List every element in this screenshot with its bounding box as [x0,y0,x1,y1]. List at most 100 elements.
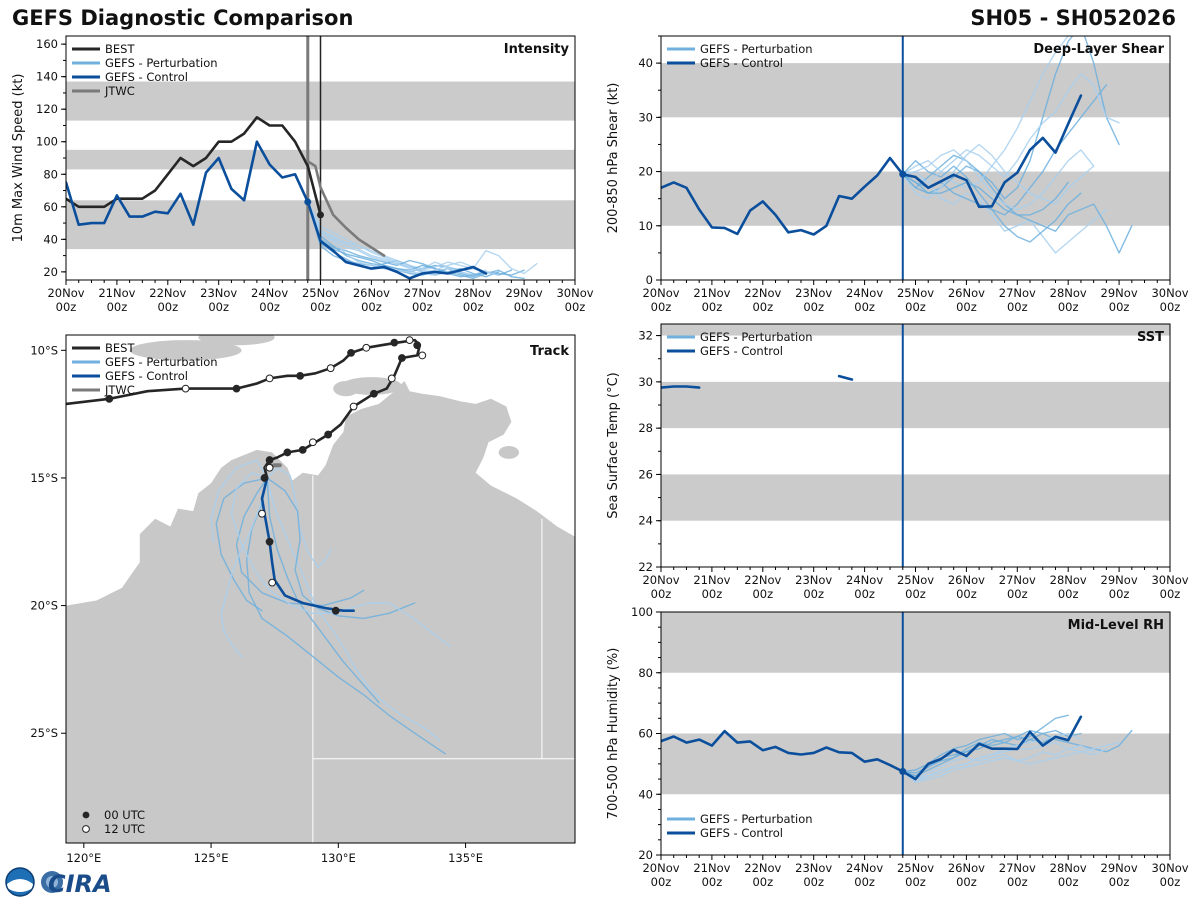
legend-label-pert: GEFS - Perturbation [105,56,218,70]
sst-frame [660,323,1171,568]
rh-xtick-label: 29Nov [1101,861,1138,875]
best-00utc-point [390,338,399,347]
track-pert-3 [266,467,332,568]
intensity-xtick-label: 00z [565,300,586,314]
intensity-ytick-label: 80 [43,167,58,181]
island-1 [333,380,359,397]
control-12utc-point [258,509,266,518]
best-12utc-point [349,402,358,411]
intensity-xtick-label: 00z [412,300,433,314]
track-pert-7 [220,477,268,658]
shear-control-init-point [899,170,907,178]
rh-plot-area [661,612,1170,855]
intensity-pert-9 [307,201,500,276]
best-00utc-point [324,430,333,439]
track-pert-4 [215,477,268,612]
shear-xtick-label: 00z [905,300,926,314]
intensity-xtick-label: 00z [208,300,229,314]
intensity-xtick-label: 00z [107,300,128,314]
island-8 [205,691,217,704]
sst-xtick-label: 26Nov [948,573,985,587]
control-12utc-point [268,578,277,587]
control-00utc-point [331,606,340,615]
intensity-ylabel: 10m Max Wind Speed (kt) [11,74,26,243]
shear-xtick-label: 23Nov [795,286,832,300]
shear-pert-8 [902,173,1069,216]
intensity-xtick-label: 00z [259,300,280,314]
legend-label-jtwc: JTWC [104,84,135,98]
shear-pert-9 [902,149,1095,211]
shear-xtick-label: 29Nov [1101,286,1138,300]
intensity-xtick-label: 22Nov [149,286,186,300]
best-12utc-point [181,384,190,393]
rh-band-0 [661,733,1170,795]
rh-xtick-label: 00z [905,875,926,889]
legend-label-pert: GEFS - Perturbation [105,355,218,369]
legend-label-control: GEFS - Control [700,56,783,70]
sst-xtick-label: 00z [803,587,824,601]
intensity-xtick-label: 26Nov [353,286,390,300]
track-pert-2 [235,477,365,607]
shear-xtick-label: 00z [803,300,824,314]
sst-ytick-label: 22 [638,560,653,574]
intensity-ytick-label: 160 [36,37,58,51]
track-pert-5 [210,459,268,543]
intensity-xtick-label: 25Nov [302,286,339,300]
best-12utc-point [405,336,414,345]
best-00utc-point [370,389,378,398]
intensity-ytick-label: 20 [43,265,58,279]
sst-ylabel: Sea Surface Temp (°C) [606,372,621,519]
intensity-xtick-label: 00z [463,300,484,314]
best-12utc-point [362,343,371,352]
rh-ytick-label: 40 [638,787,653,801]
shear-panel: Deep-Layer Shear 200-850 hPa Shear (kt) 0 1… [606,35,1189,314]
track-pert-6 [266,477,416,620]
sst-xtick-label: 00z [854,587,875,601]
track-panel: Track 120°E 125°E 130°E 135°E 10°S 15°S 20°S 25°… [30,334,576,865]
sst-ytick-label: 28 [638,421,653,435]
legend-label-00utc: 00 UTC [104,808,145,822]
shear-xtick-label: 00z [702,300,723,314]
intensity-pert-5 [307,201,474,276]
rh-ytick-label: 80 [638,666,653,680]
shear-ylabel: 200-850 hPa Shear (kt) [606,83,621,234]
sst-xtick-label: 28Nov [1050,573,1087,587]
sst-series-control-0 [661,385,701,389]
rh-xtick-label: 00z [651,875,672,889]
track-xtick-label: 120°E [66,851,101,865]
shear-band-1 [661,63,1170,118]
sst-plot-area [661,324,1170,567]
best-12utc-point [326,364,335,373]
rh-xtick-label: 25Nov [897,861,934,875]
sst-xtick-label: 00z [651,587,672,601]
sst-xtick-label: 29Nov [1101,573,1138,587]
legend-label-best: BEST [105,42,135,56]
shear-xtick-label: 21Nov [693,286,730,300]
best-12utc-point [308,438,317,447]
storm-id: SH05 - SH052026 [970,6,1176,30]
cira-logo-icon [41,871,63,893]
sst-xtick-label: 23Nov [795,573,832,587]
shear-plot-area [661,36,1170,280]
shear-xtick-label: 00z [1160,300,1181,314]
intensity-ytick-label: 60 [43,200,58,214]
sst-title: SST [1137,330,1164,345]
sst-xtick-label: 00z [1007,587,1028,601]
rh-xtick-label: 28Nov [1050,861,1087,875]
best-00utc-point [398,354,406,362]
noaa-logo-icon [5,867,35,897]
intensity-title: Intensity [504,42,570,57]
rh-pert-7 [902,732,1082,780]
rh-ytick-label: 100 [631,605,653,619]
shear-ytick-label: 20 [638,165,653,179]
intensity-xtick-label: 00z [310,300,331,314]
intensity-xtick-label: 00z [56,300,77,314]
best-00utc-point [347,348,355,357]
intensity-xtick-label: 29Nov [506,286,543,300]
sst-xtick-label: 00z [905,587,926,601]
shear-pert-7 [902,73,1120,184]
shear-xtick-label: 24Nov [846,286,883,300]
shear-xtick-label: 25Nov [897,286,934,300]
best-00utc-point [413,341,422,350]
figure-title: GEFS Diagnostic Comparison [12,6,354,30]
